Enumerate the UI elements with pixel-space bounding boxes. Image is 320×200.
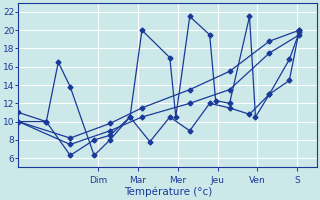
X-axis label: Température (°c): Température (°c) — [124, 187, 212, 197]
